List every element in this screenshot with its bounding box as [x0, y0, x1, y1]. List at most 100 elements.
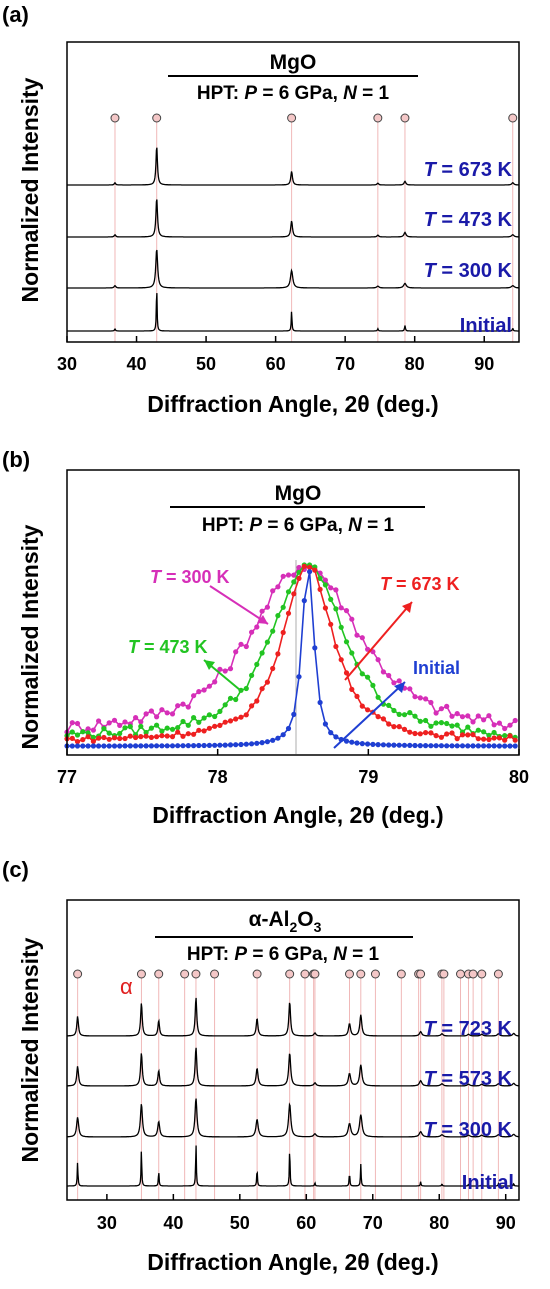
xtick-label-30: 30 — [57, 354, 77, 374]
series-t-673-k-point-72 — [444, 731, 450, 737]
series-initial-point-45 — [301, 598, 307, 604]
series-t-673-k-point-73 — [449, 730, 455, 736]
panel-c-ylabel: Normalized Intensity — [17, 937, 43, 1162]
series-t-473-k-point-51 — [333, 606, 339, 612]
series-initial-point-56 — [359, 741, 365, 747]
panel-c-label-723k: T = 723 K — [424, 1018, 513, 1040]
series-t-473-k-point-70 — [433, 720, 439, 726]
series-t-673-k-point-2 — [74, 739, 81, 745]
series-t-300-k-point-75 — [459, 714, 466, 720]
series-t-300-k-point-1 — [69, 720, 75, 726]
series-initial-point-21 — [175, 743, 181, 749]
series-t-473-k-point-35 — [249, 672, 255, 679]
series-t-473-k-point-76 — [465, 724, 471, 730]
series-t-673-k-point-77 — [470, 732, 476, 738]
series-t-673-k-point-10 — [117, 735, 123, 742]
panel-c: (c) Normalized Intensity 30 40 50 60 70 80 90 … — [2, 857, 520, 1275]
series-t-300-k-point-61 — [386, 672, 392, 679]
series-t-473-k-point-27 — [206, 712, 212, 718]
series-initial-point-63 — [396, 742, 402, 748]
series-t-673-k-point-62 — [391, 724, 397, 730]
series-t-673-k-point-61 — [386, 721, 392, 727]
series-initial-point-4 — [85, 743, 91, 749]
xtick-label-40: 40 — [127, 354, 147, 374]
series-t-473-k-point-24 — [191, 715, 197, 721]
xtick-label-70: 70 — [363, 1213, 383, 1233]
series-t-473-k-point-72 — [444, 720, 450, 727]
series-initial-point-75 — [459, 743, 466, 749]
series-initial-point-25 — [196, 742, 202, 749]
series-t-673-k-point-48 — [317, 586, 323, 593]
series-initial-point-11 — [122, 743, 128, 749]
series-t-300-k-point-57 — [365, 646, 371, 652]
series-t-673-k-point-71 — [438, 734, 444, 740]
xtick-label-80: 80 — [429, 1213, 449, 1233]
series-initial-point-31 — [227, 742, 234, 748]
series-t-673-k-point-64 — [401, 726, 408, 733]
series-t-673-k-point-33 — [238, 714, 244, 720]
series-t-673-k-point-41 — [280, 629, 286, 636]
panel-b-frame — [66, 469, 520, 756]
series-t-300-k-point-6 — [96, 718, 102, 724]
panel-b-traces — [64, 562, 518, 749]
series-t-473-k-point-17 — [154, 722, 160, 728]
series-t-473-k-point-50 — [328, 596, 334, 603]
panel-a-subtitle: HPT: P = 6 GPa, N = 1 — [197, 83, 390, 104]
series-t-473-k-point-32 — [233, 696, 239, 703]
series-t-473-k-point-16 — [148, 725, 154, 731]
reference-marker-1 — [136, 969, 146, 979]
series-initial-point-9 — [111, 743, 118, 749]
series-t-673-k-point-66 — [412, 730, 418, 737]
series-t-473-k-point-52 — [338, 624, 344, 630]
series-initial-point-64 — [401, 742, 408, 748]
series-t-473-k-point-58 — [370, 682, 376, 689]
series-t-473-k-point-81 — [491, 729, 497, 736]
series-initial-point-57 — [365, 741, 371, 747]
xtick-label-90: 90 — [474, 354, 494, 374]
series-t-473-k-point-41 — [280, 604, 286, 610]
series-t-300-k-point-5 — [90, 727, 96, 733]
series-t-300-k-point-29 — [217, 666, 223, 672]
panel-c-subtitle: HPT: P = 6 GPa, N = 1 — [187, 944, 380, 965]
reference-marker-23 — [493, 969, 503, 979]
series-t-300-k-point-79 — [481, 717, 487, 723]
panel-a-frame — [66, 41, 520, 343]
series-t-673-k-point-32 — [233, 716, 239, 722]
series-t-300-k-point-41 — [280, 573, 286, 579]
panel-a-label-300k: T = 300 K — [424, 260, 513, 282]
reference-marker-12 — [356, 969, 366, 979]
panel-c-frame — [66, 899, 520, 1201]
series-t-473-k-point-20 — [169, 726, 176, 732]
series-t-300-k-point-13 — [133, 715, 139, 721]
series-t-300-k-point-4 — [85, 726, 91, 732]
series-initial-point-82 — [496, 743, 502, 749]
series-t-673-k-point-60 — [380, 716, 386, 722]
series-t-300-k-point-14 — [138, 719, 144, 725]
panel-b-arrow-673k — [344, 601, 413, 681]
series-initial-point-85 — [512, 743, 518, 749]
series-t-473-k-point-74 — [454, 722, 460, 728]
series-t-473-k-point-67 — [417, 718, 423, 724]
series-initial-point-48 — [317, 699, 323, 706]
series-t-300-k-point-17 — [154, 714, 160, 720]
reference-marker-0 — [73, 969, 83, 979]
series-t-673-k-point-23 — [185, 731, 191, 737]
series-t-300-k-point-31 — [227, 666, 234, 672]
series-t-473-k-point-7 — [101, 726, 107, 732]
series-initial-point-46 — [307, 569, 313, 575]
series-t-673-k-point-43 — [291, 591, 297, 597]
series-t-300-k-point-54 — [349, 616, 355, 622]
series-t-673-k-point-52 — [338, 657, 344, 663]
series-initial-point-84 — [507, 743, 513, 749]
series-t-473-k-point-4 — [85, 730, 91, 736]
series-initial-point-80 — [486, 743, 492, 749]
panel-a-traces — [67, 147, 519, 332]
series-t-473-k-point-40 — [275, 613, 281, 619]
series-t-300-k-point-44 — [296, 564, 302, 571]
panel-b-arrowhead-473k — [204, 660, 215, 670]
series-t-473-k-point-43 — [291, 579, 297, 585]
series-initial-point-49 — [322, 721, 328, 727]
series-t-473-k-point-66 — [412, 713, 418, 719]
panel-a-label-473k: T = 473 K — [424, 209, 513, 231]
series-t-300-k-point-81 — [491, 722, 497, 728]
